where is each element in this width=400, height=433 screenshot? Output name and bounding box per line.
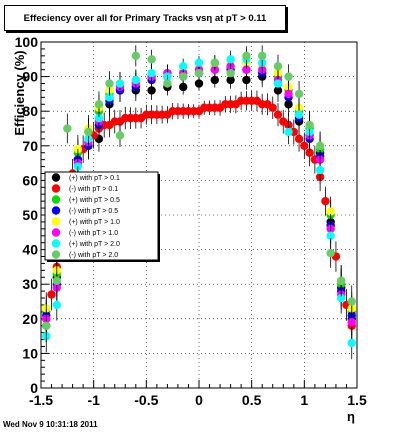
data-point: [315, 165, 325, 175]
data-point: [47, 290, 56, 299]
data-point: [305, 148, 314, 157]
data-point: [210, 75, 219, 85]
data-point: [147, 68, 156, 78]
legend-box: [44, 171, 159, 261]
data-point: [337, 293, 346, 303]
legend-marker-4: [51, 217, 61, 226]
data-point: [284, 89, 293, 99]
data-point: [300, 141, 309, 150]
chart-title: Effeciency over all for Primary Tracks v…: [4, 5, 286, 31]
data-point: [105, 79, 114, 88]
legend-marker-5: [51, 228, 61, 237]
legend-marker-7: [51, 250, 61, 259]
data-point: [194, 79, 204, 88]
y-tick-label-2: 20: [22, 311, 38, 327]
data-point: [147, 86, 156, 95]
data-point: [84, 127, 93, 137]
y-tick-label-0: 0: [30, 380, 38, 396]
data-point: [194, 58, 204, 67]
legend-entry-3: (-) with pT > 0.5: [69, 208, 118, 215]
x-tick-label-6: 1.5: [347, 392, 367, 408]
data-point: [284, 72, 293, 81]
data-point: [268, 103, 277, 112]
chart-title-text: Effeciency over all for Primary Tracks v…: [23, 12, 267, 24]
data-point: [326, 248, 335, 258]
data-point: [94, 100, 104, 109]
legend-marker-0: [51, 173, 61, 182]
data-point: [242, 65, 251, 74]
legend-entry-0: (+) with pT > 0.1: [69, 175, 120, 182]
data-point: [273, 110, 283, 119]
data-point: [315, 141, 325, 150]
x-tick-label-5: 1: [300, 392, 308, 408]
y-tick-label-3: 30: [22, 276, 38, 292]
legend-entry-4: (+) with pT > 1.0: [69, 219, 120, 226]
legend-entry-2: (+) with pT > 0.5: [69, 197, 120, 204]
data-point: [131, 75, 140, 85]
x-tick-label-0: -1.5: [29, 392, 53, 408]
y-tick-label-9: 90: [22, 69, 38, 85]
data-point: [131, 51, 140, 61]
x-axis-label: η: [347, 409, 355, 424]
data-point: [194, 68, 204, 78]
data-point: [226, 68, 235, 78]
legend-entry-1: (-) with pT > 0.1: [69, 186, 118, 193]
y-tick-label-1: 10: [22, 345, 38, 361]
data-point: [242, 75, 251, 85]
data-point: [326, 207, 335, 216]
legend-marker-6: [51, 239, 61, 248]
legend-entry-7: (-) with pT > 2.0: [69, 252, 118, 259]
y-axis-label: Efficiency (%): [12, 50, 27, 136]
x-tick-label-1: -1: [87, 392, 100, 408]
legend-entry-6: (+) with pT > 2.0: [69, 241, 120, 248]
data-point: [115, 131, 125, 140]
data-point: [179, 82, 188, 92]
y-tick-label-8: 80: [22, 103, 38, 119]
data-point: [52, 300, 61, 310]
y-tick-label-5: 50: [22, 207, 38, 223]
data-point: [284, 127, 293, 137]
data-point: [105, 93, 114, 102]
y-tick-label-6: 60: [22, 172, 38, 188]
data-point: [347, 318, 356, 327]
data-point: [94, 113, 104, 123]
data-point: [63, 124, 72, 133]
data-point: [242, 51, 251, 61]
data-point: [226, 55, 235, 64]
data-point: [294, 110, 304, 119]
y-tick-label-7: 70: [22, 138, 38, 154]
data-point: [294, 134, 304, 144]
data-point: [326, 231, 335, 240]
data-point: [347, 338, 356, 348]
data-point: [42, 321, 51, 330]
data-point: [258, 51, 267, 61]
legend-marker-1: [51, 184, 61, 193]
data-point: [337, 276, 346, 285]
x-tick-label-3: 0: [195, 392, 203, 408]
data-point: [305, 120, 314, 130]
data-point: [179, 72, 188, 81]
footer-timestamp: Wed Nov 9 10:31:18 2011: [3, 420, 98, 429]
data-point: [115, 79, 125, 88]
legend-marker-3: [51, 206, 61, 215]
y-tick-label-4: 40: [22, 242, 38, 258]
data-point: [179, 62, 188, 71]
data-point: [273, 79, 283, 88]
data-point: [210, 58, 219, 67]
legend-entry-5: (-) with pT > 1.0: [69, 230, 118, 237]
data-point: [321, 196, 330, 206]
data-point: [163, 79, 172, 88]
legend-marker-2: [51, 195, 61, 204]
data-point: [273, 62, 283, 71]
x-tick-label-2: -0.5: [134, 392, 158, 408]
y-tick-label-10: 100: [15, 34, 39, 50]
data-point: [294, 89, 304, 99]
data-point: [52, 276, 61, 285]
x-tick-label-4: 0.5: [242, 392, 262, 408]
data-point: [347, 297, 356, 306]
data-point: [147, 55, 156, 64]
